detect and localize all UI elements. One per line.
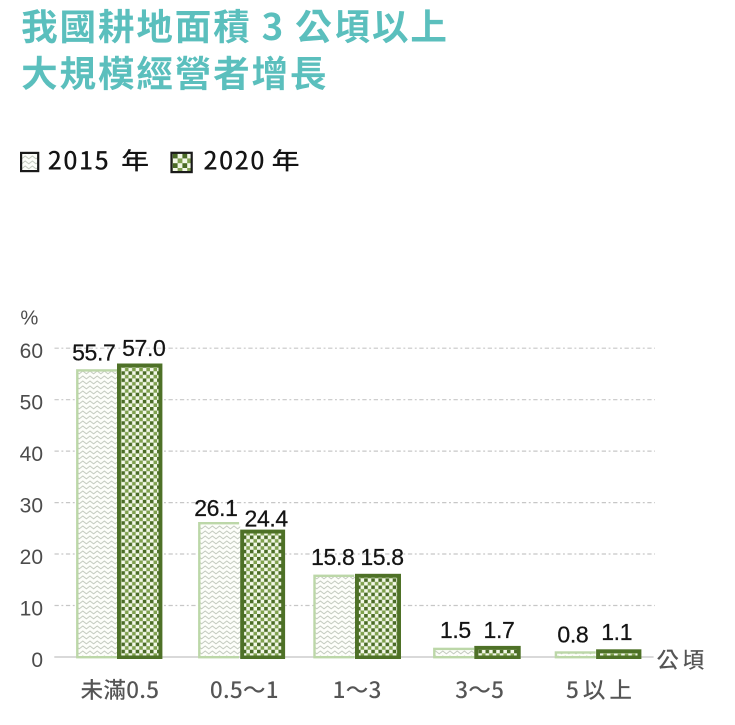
- svg-text:1.1: 1.1: [601, 619, 632, 645]
- svg-text:15.8: 15.8: [360, 544, 403, 570]
- svg-text:26.1: 26.1: [194, 495, 237, 521]
- svg-text:0: 0: [31, 649, 43, 672]
- svg-text:57.0: 57.0: [122, 335, 165, 361]
- svg-text:1.5: 1.5: [440, 617, 471, 643]
- svg-text:30: 30: [20, 495, 43, 518]
- svg-text:60: 60: [20, 340, 43, 363]
- svg-text:%: %: [20, 308, 38, 330]
- svg-text:15.8: 15.8: [311, 544, 354, 570]
- svg-text:55.7: 55.7: [72, 340, 115, 366]
- svg-text:50: 50: [20, 392, 43, 415]
- svg-text:20: 20: [20, 546, 43, 569]
- svg-text:1.7: 1.7: [484, 617, 515, 643]
- svg-text:10: 10: [20, 598, 43, 621]
- svg-text:24.4: 24.4: [245, 505, 289, 531]
- svg-text:0.8: 0.8: [557, 622, 588, 648]
- svg-text:40: 40: [20, 443, 43, 466]
